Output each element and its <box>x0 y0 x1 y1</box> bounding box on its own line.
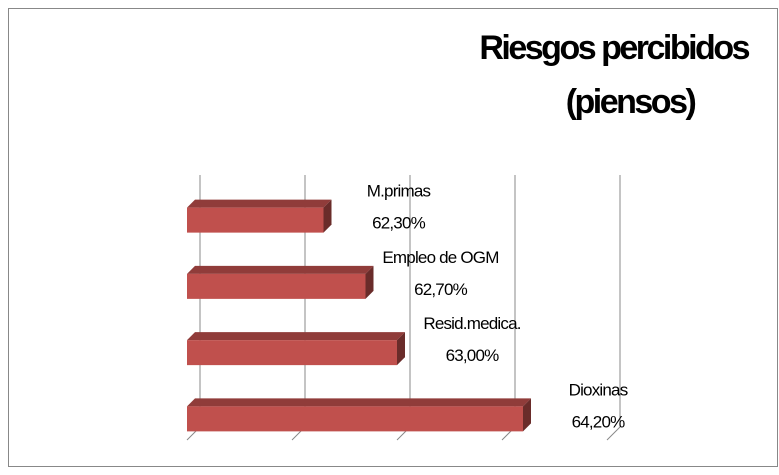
grid-line <box>606 426 621 441</box>
data-label: 62,70% <box>414 280 468 299</box>
category-label: M.primas <box>367 182 431 201</box>
bar-top <box>187 265 374 274</box>
category-label: Dioxinas <box>569 380 628 399</box>
data-label: 62,30% <box>372 214 426 233</box>
data-label: 64,20% <box>572 412 626 431</box>
bar <box>187 406 523 432</box>
bar-side <box>397 332 405 366</box>
bar-top <box>187 199 332 208</box>
bar <box>187 340 397 366</box>
category-label: Empleo de OGM <box>382 248 498 267</box>
bar-side <box>323 199 332 233</box>
bar <box>187 273 366 299</box>
bar <box>187 207 324 233</box>
bar-side <box>365 265 374 299</box>
chart-border <box>8 8 778 467</box>
data-label: 63,00% <box>446 346 500 365</box>
category-label: Resid.medica. <box>423 314 520 333</box>
chart-title: Riesgos percibidos <box>479 29 749 67</box>
bar-top <box>187 332 405 341</box>
bar-top <box>187 398 531 407</box>
chart-title: (piensos) <box>566 83 696 121</box>
bar-side <box>523 398 531 432</box>
